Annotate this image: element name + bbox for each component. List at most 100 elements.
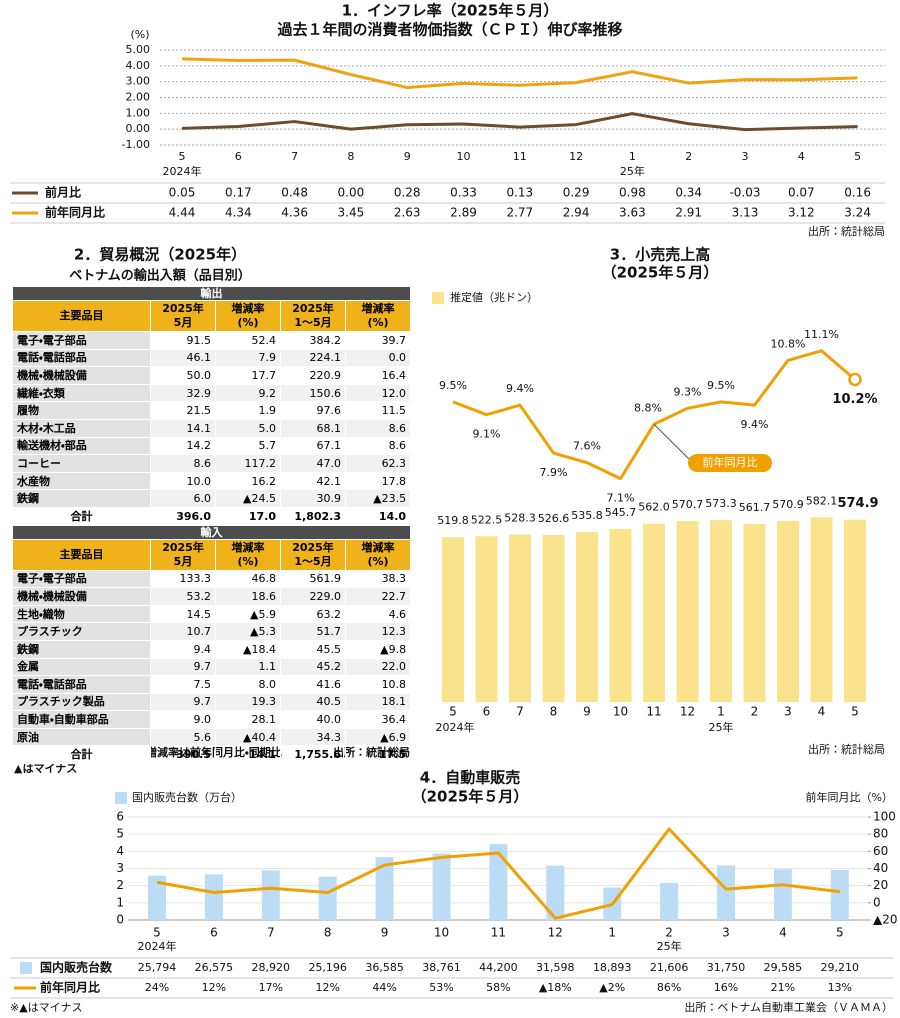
data-row: 生地・織物 14.5 ▲5.9 63.2 4.6 bbox=[12, 604, 412, 624]
y-tick-label: 5 bbox=[116, 827, 124, 841]
bar bbox=[773, 869, 792, 920]
value-cell: 36.4 bbox=[344, 710, 412, 729]
bar-label: 528.3 bbox=[504, 511, 536, 524]
bar bbox=[844, 519, 866, 702]
value-cell: 6.0 bbox=[150, 489, 216, 508]
source: 出所：ベトナム自動車工業会（ＶＡＭＡ） bbox=[684, 1000, 893, 1014]
bar-label: 522.5 bbox=[471, 513, 503, 526]
value-cell: ▲40.4 bbox=[215, 727, 281, 747]
value-cell: 32.9 bbox=[150, 383, 216, 403]
value-cell: 28.1 bbox=[215, 710, 281, 729]
table-value: 0.16 bbox=[844, 186, 871, 200]
value-cell: 62.3 bbox=[344, 454, 412, 473]
bar bbox=[546, 865, 565, 920]
bar-label: 574.9 bbox=[837, 496, 878, 511]
x-tick-label: 6 bbox=[483, 705, 491, 719]
value-cell: 91.5 bbox=[150, 331, 216, 350]
x-tick-label: 5 bbox=[851, 705, 859, 719]
y-tick-label: 0.00 bbox=[126, 122, 151, 135]
bar bbox=[442, 537, 464, 702]
legend-swatch bbox=[20, 962, 32, 974]
chart-title: 1．インフレ率（2025年５月） bbox=[342, 2, 559, 20]
bar-label: 561.7 bbox=[739, 501, 771, 514]
y2-tick-label: 80 bbox=[873, 827, 888, 841]
value-cell: 40.5 bbox=[280, 692, 346, 712]
x-tick-label: 2 bbox=[665, 926, 673, 940]
value-cell: 51.7 bbox=[280, 622, 346, 641]
line-label: 9.5% bbox=[439, 379, 467, 392]
table-value: 3.45 bbox=[338, 206, 365, 220]
total-row: 合計 390.5 14.1 1,755.6 17.5 bbox=[12, 745, 412, 765]
column-header: 2025年 1～5月 bbox=[280, 300, 346, 332]
value-cell: 229.0 bbox=[280, 587, 346, 606]
y-tick-label: 4 bbox=[116, 844, 124, 858]
line-label: 9.1% bbox=[473, 428, 501, 441]
item-name: 電子・電子部品 bbox=[12, 331, 151, 350]
trade-table: 輸出 主要品目 2025年 5月 増減率 (%) 2025年 1～5月 増減率 (%) 電子… bbox=[11, 286, 412, 765]
total-value: 17.0 bbox=[215, 506, 281, 526]
total-label: 合計 bbox=[12, 745, 151, 765]
bar bbox=[475, 536, 498, 702]
value-cell: 97.6 bbox=[280, 401, 346, 420]
data-row: 原油 5.6 ▲40.4 34.3 ▲6.9 bbox=[12, 727, 412, 747]
x-sublabel: 25年 bbox=[620, 164, 645, 178]
column-header: 2025年 5月 bbox=[150, 538, 216, 571]
data-row: 機械・機械設備 50.0 17.7 220.9 16.4 bbox=[12, 366, 412, 385]
value-cell: ▲23.5 bbox=[344, 489, 412, 508]
value-cell: 5.0 bbox=[215, 418, 281, 438]
y-tick-label: 3 bbox=[116, 861, 124, 875]
table-value: ▲18% bbox=[539, 981, 572, 994]
x-tick-label: 5 bbox=[836, 926, 844, 940]
data-row: 電子・電子部品 133.3 46.8 561.9 38.3 bbox=[12, 569, 412, 589]
table-value: 16% bbox=[714, 981, 738, 994]
chart-subtitle: 過去１年間の消費者物価指数（ＣＰＩ）伸び率推移 bbox=[277, 21, 622, 39]
total-row: 合計 396.0 17.0 1,802.3 14.0 bbox=[12, 506, 412, 526]
x-tick-label: 6 bbox=[235, 150, 242, 163]
x-tick-label: 9 bbox=[404, 150, 411, 163]
bar bbox=[743, 523, 766, 702]
table-value: 36,585 bbox=[365, 961, 404, 974]
value-cell: 4.6 bbox=[344, 604, 412, 624]
value-cell: 7.9 bbox=[215, 348, 281, 368]
table-value: 2.89 bbox=[450, 206, 477, 220]
table-value: 0.13 bbox=[506, 186, 533, 200]
item-name: 生地・織物 bbox=[12, 604, 151, 624]
bar bbox=[375, 857, 394, 920]
value-cell: 40.0 bbox=[280, 710, 346, 729]
table-value: 3.12 bbox=[788, 206, 815, 220]
item-name: 繊維・衣類 bbox=[12, 383, 151, 403]
last-point bbox=[848, 372, 862, 387]
table-value: 38,761 bbox=[422, 961, 461, 974]
x-tick-label: 10 bbox=[434, 926, 449, 940]
x-tick-label: 4 bbox=[798, 150, 805, 163]
x-tick-label: 3 bbox=[722, 926, 730, 940]
value-cell: 220.9 bbox=[280, 366, 346, 385]
bar-label: 526.6 bbox=[538, 512, 570, 525]
bar bbox=[643, 523, 665, 702]
item-name: 輸送機材・部品 bbox=[12, 436, 151, 456]
item-name: 機械・機械設備 bbox=[12, 366, 151, 385]
item-name: 木材・木工品 bbox=[12, 418, 151, 438]
data-row: 電話・電話部品 7.5 8.0 41.6 10.8 bbox=[12, 675, 412, 694]
line-label: 10.8% bbox=[771, 337, 806, 350]
value-cell: 14.1 bbox=[150, 418, 216, 438]
column-header: 増減率 (%) bbox=[215, 300, 281, 332]
value-cell: 21.5 bbox=[150, 401, 216, 420]
data-row: 水産物 10.0 16.2 42.1 17.8 bbox=[12, 471, 412, 491]
value-cell: ▲24.5 bbox=[215, 489, 281, 508]
line-label: 9.4% bbox=[741, 418, 769, 431]
y-axis-label: (%) bbox=[130, 28, 149, 41]
table-value: 86% bbox=[657, 981, 681, 994]
table-value: -0.03 bbox=[729, 186, 760, 200]
x-sublabel: 2024年 bbox=[163, 164, 202, 178]
bar-label: 570.9 bbox=[772, 498, 804, 511]
x-tick-label: 7 bbox=[516, 705, 524, 719]
x-tick-label: 3 bbox=[784, 705, 792, 719]
value-cell: 8.0 bbox=[215, 675, 281, 694]
value-cell: 45.5 bbox=[280, 639, 346, 659]
column-header: 主要品目 bbox=[12, 538, 151, 571]
bar bbox=[261, 870, 280, 920]
value-cell: 5.6 bbox=[150, 727, 216, 747]
data-row: 繊維・衣類 32.9 9.2 150.6 12.0 bbox=[12, 383, 412, 403]
y-tick-label: 6 bbox=[116, 810, 124, 824]
